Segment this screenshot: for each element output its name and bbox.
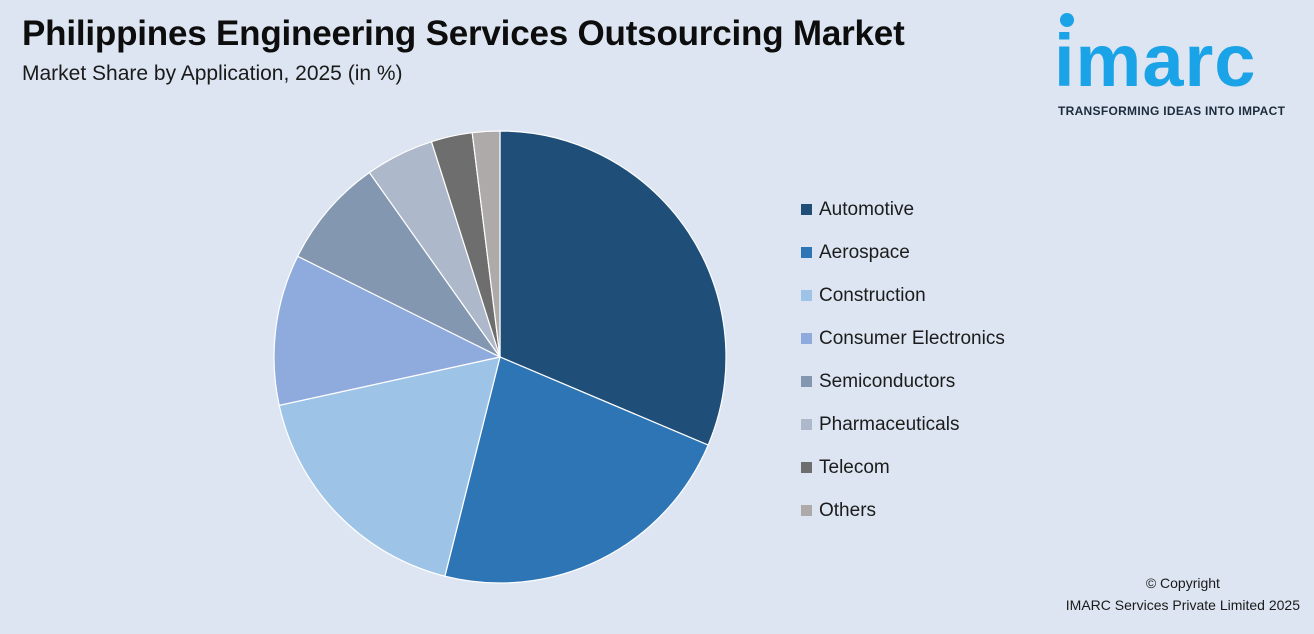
legend-item-aerospace: Aerospace <box>801 231 1005 274</box>
legend-swatch <box>801 204 812 215</box>
copyright-company: IMARC Services Private Limited 2025 <box>1065 597 1300 613</box>
logo-dot-icon <box>1060 13 1074 27</box>
pie-slice-automotive <box>499 130 727 446</box>
pie-slice-consumer-electronics <box>273 255 502 407</box>
pie-slice-semiconductors <box>296 171 501 358</box>
legend-item-consumer-electronics: Consumer Electronics <box>801 317 1005 360</box>
legend-swatch <box>801 247 812 258</box>
logo-tagline: TRANSFORMING IDEAS INTO IMPACT <box>1058 104 1286 118</box>
legend-label: Aerospace <box>819 241 910 263</box>
chart-subtitle: Market Share by Application, 2025 (in %) <box>22 62 403 85</box>
legend-swatch <box>801 505 812 516</box>
legend-item-semiconductors: Semiconductors <box>801 360 1005 403</box>
legend-item-others: Others <box>801 489 1005 532</box>
legend-swatch <box>801 376 812 387</box>
legend-item-construction: Construction <box>801 274 1005 317</box>
chart-title: Philippines Engineering Services Outsour… <box>22 14 905 53</box>
logo-wordmark: imarc <box>1054 19 1257 102</box>
pie-chart <box>273 130 727 584</box>
legend-label: Semiconductors <box>819 370 956 392</box>
legend-swatch <box>801 290 812 301</box>
legend-label: Others <box>819 499 877 521</box>
legend-item-pharmaceuticals: Pharmaceuticals <box>801 403 1005 446</box>
legend-label: Consumer Electronics <box>819 327 1005 349</box>
legend-label: Automotive <box>819 198 915 220</box>
legend-label: Construction <box>819 284 926 306</box>
legend-swatch <box>801 419 812 430</box>
legend-item-automotive: Automotive <box>801 188 1005 231</box>
copyright-notice: © Copyright IMARC Services Private Limit… <box>1066 572 1300 616</box>
legend-label: Pharmaceuticals <box>819 413 960 435</box>
copyright-line: © Copyright <box>1145 575 1220 591</box>
chart-legend: Automotive Aerospace Construction Consumer … <box>801 188 1005 532</box>
pie-slice-construction <box>278 356 501 577</box>
legend-swatch <box>801 462 812 473</box>
pie-slice-others <box>471 130 501 358</box>
legend-swatch <box>801 333 812 344</box>
legend-item-telecom: Telecom <box>801 446 1005 489</box>
pie-slice-aerospace <box>444 356 709 584</box>
legend-label: Telecom <box>819 456 890 478</box>
imarc-logo: imarc TRANSFORMING IDEAS INTO IMPACT <box>1052 12 1312 122</box>
